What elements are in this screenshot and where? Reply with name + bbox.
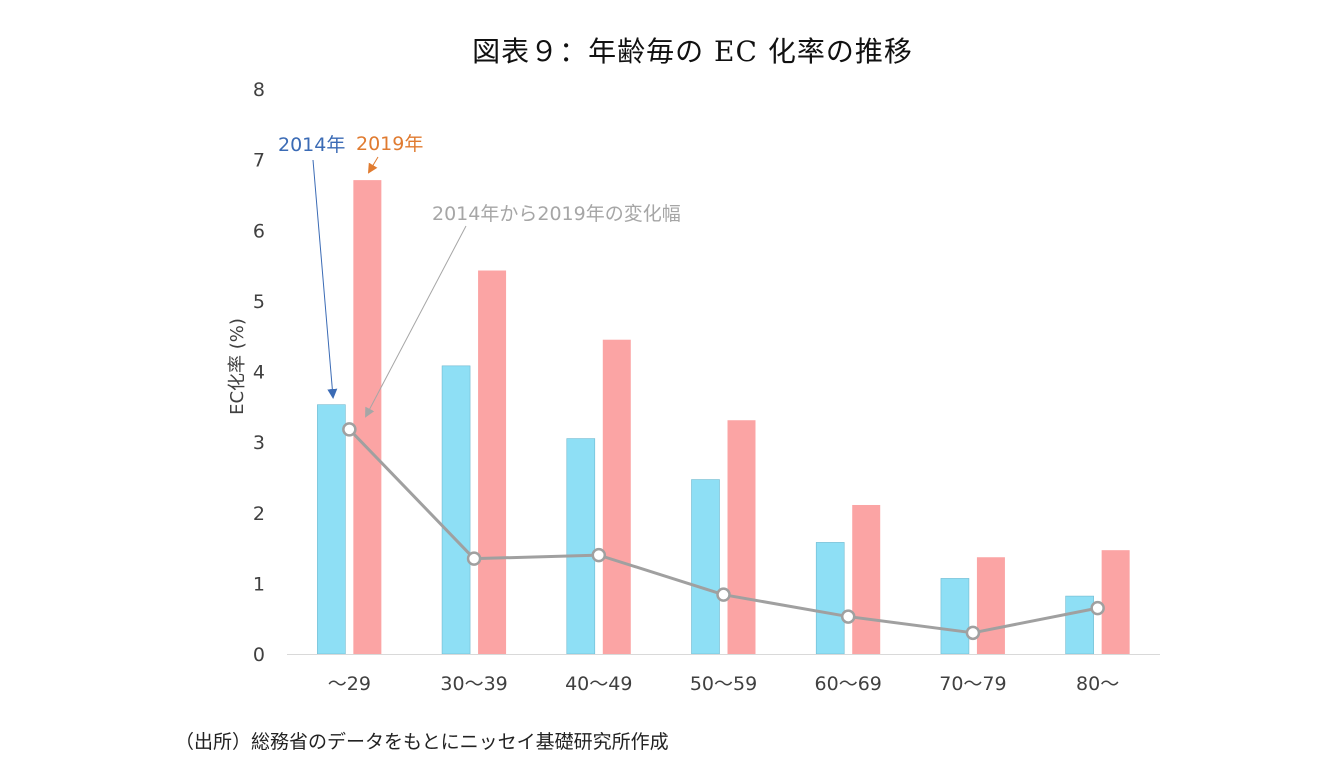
y-axis-label: EC化率 (%) [227,318,248,415]
bar-2014 [441,365,471,655]
bar-2014 [691,479,720,655]
bar-2014 [317,404,346,655]
change-line-series [342,422,1105,641]
bar-2014 [1065,595,1094,655]
arrow-2014 [312,159,338,399]
x-tick-label: ～29 [328,673,371,695]
x-tick-label: 60～69 [815,673,882,695]
annotation-2019: 2019年 [356,133,423,155]
chart-title: 図表９：年齢毎の EC 化率の推移 [472,35,913,68]
bar-2019 [353,180,382,654]
x-tick-label: 30～39 [440,673,507,695]
x-axis-ticks: ～29 30～39 40～49 50～59 60～69 70～79 80～ [328,673,1119,695]
y-axis-ticks: 0 1 2 3 4 5 6 7 8 [253,79,265,666]
bar-2014 [940,578,970,655]
change-point [840,609,856,624]
bar-2019 [478,270,507,654]
y-tick-label: 5 [253,291,265,313]
y-tick-label: 6 [253,220,265,242]
y-tick-label: 7 [253,150,265,172]
bar-2019 [602,339,631,654]
source-note: （出所）総務省のデータをもとにニッセイ基礎研究所作成 [175,731,669,753]
y-tick-label: 1 [253,573,265,595]
x-tick-label: 50～59 [690,673,757,695]
x-tick-label: 40～49 [565,673,632,695]
bar-series-group [317,180,1130,655]
x-tick-label: 80～ [1076,673,1119,695]
bar-2014 [815,542,845,655]
bar-2019 [1101,550,1130,654]
annotation-2014: 2014年 [278,134,345,156]
bar-2019 [976,557,1005,654]
x-tick-label: 70～79 [939,673,1006,695]
change-point [591,547,607,563]
annotation-change: 2014年から2019年の変化幅 [432,203,681,225]
bar-2014 [566,438,596,655]
y-tick-label: 0 [253,644,265,666]
change-point [1090,600,1105,616]
change-point [716,587,731,602]
arrow-change [365,225,467,418]
y-tick-label: 3 [253,432,265,454]
change-point [965,625,981,641]
annotations: 2014年 2019年 2014年から2019年の変化幅 [278,133,681,418]
y-tick-label: 4 [253,362,265,384]
y-tick-label: 8 [253,79,265,101]
bar-2019 [727,420,756,654]
arrow-2019 [367,156,379,174]
change-point [342,422,357,437]
y-tick-label: 2 [253,503,265,525]
change-point [466,551,482,566]
bar-2019 [852,504,881,654]
